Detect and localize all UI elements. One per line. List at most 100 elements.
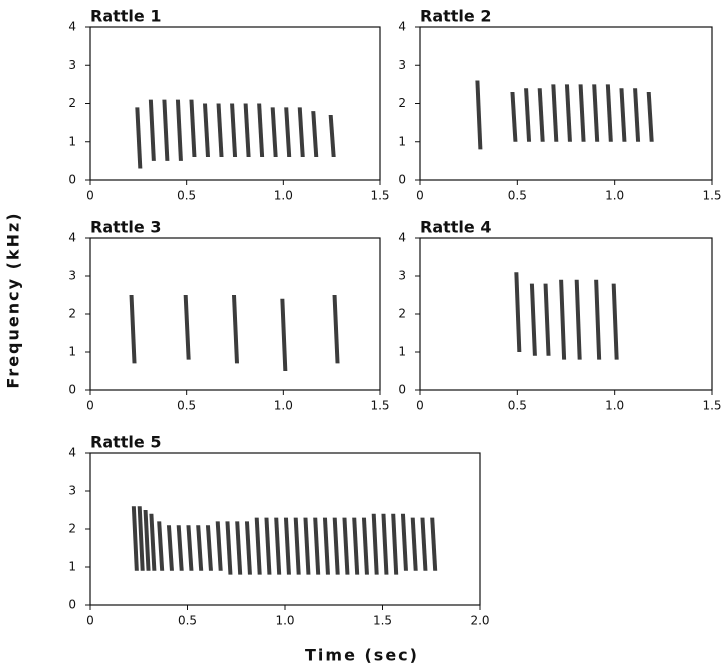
x-tick-label: 0 (416, 399, 424, 413)
x-tick-label: 0.5 (508, 189, 527, 203)
y-tick-label: 3 (68, 269, 76, 283)
x-tick-label: 0 (416, 189, 424, 203)
panel-title: Rattle 1 (90, 7, 161, 26)
syllable (420, 517, 428, 571)
y-tick-label: 1 (68, 560, 76, 574)
syllable (371, 513, 379, 575)
syllable (129, 295, 137, 364)
syllable (332, 295, 340, 364)
syllable (135, 107, 143, 169)
x-tick-label: 1.0 (274, 399, 293, 413)
y-tick-label: 4 (398, 20, 406, 34)
syllable (605, 84, 613, 142)
x-tick-label: 1.0 (605, 399, 624, 413)
y-tick-label: 0 (398, 173, 406, 187)
x-tick-label: 1.0 (605, 189, 624, 203)
x-tick-label: 2.0 (470, 614, 489, 628)
syllable (361, 517, 369, 575)
syllable (352, 517, 360, 575)
y-tick-label: 2 (68, 96, 76, 110)
y-tick-label: 4 (68, 231, 76, 245)
y-tick-label: 2 (398, 96, 406, 110)
syllable (619, 88, 627, 142)
x-tick-label: 0 (86, 399, 94, 413)
syllable (559, 279, 567, 360)
syllable (611, 283, 619, 360)
syllable (594, 279, 602, 360)
syllable (148, 99, 156, 161)
syllable (529, 283, 537, 356)
syllable (257, 103, 265, 158)
x-tick-label: 1.5 (370, 189, 389, 203)
syllable (183, 295, 191, 360)
panel-title: Rattle 4 (420, 218, 491, 237)
y-tick-label: 3 (398, 58, 406, 72)
y-tick-label: 4 (68, 446, 76, 460)
x-tick-label: 1.5 (373, 614, 392, 628)
syllable (162, 99, 170, 161)
syllable (633, 88, 641, 142)
syllable (143, 510, 151, 571)
syllable (230, 103, 238, 158)
x-tick-label: 1.0 (275, 614, 294, 628)
x-tick-label: 0.5 (178, 614, 197, 628)
syllable (303, 517, 311, 575)
syllable (514, 272, 522, 352)
plot-frame (419, 237, 713, 391)
y-tick-label: 0 (68, 173, 76, 187)
syllable (157, 521, 165, 571)
syllable (564, 84, 572, 142)
y-tick-label: 2 (398, 307, 406, 321)
syllable (475, 80, 483, 150)
y-tick-label: 0 (68, 598, 76, 612)
syllable (175, 99, 183, 161)
y-tick-label: 2 (68, 307, 76, 321)
syllable (311, 111, 319, 158)
x-tick-label: 1.0 (274, 189, 293, 203)
syllable (332, 517, 340, 575)
x-tick-label: 1.5 (702, 399, 721, 413)
syllable (244, 521, 252, 575)
syllable (203, 103, 210, 158)
syllable (274, 517, 282, 575)
y-tick-label: 4 (68, 20, 76, 34)
syllable (196, 525, 204, 571)
syllable (543, 283, 551, 356)
syllable (270, 107, 278, 158)
syllable (574, 279, 582, 360)
y-tick-label: 0 (68, 383, 76, 397)
panel-title: Rattle 3 (90, 218, 161, 237)
syllable (215, 521, 223, 571)
syllable (322, 517, 330, 575)
x-tick-label: 0 (86, 614, 94, 628)
panel-title: Rattle 5 (90, 433, 161, 452)
x-axis-label: Time (sec) (305, 646, 419, 665)
y-tick-label: 1 (398, 134, 406, 148)
x-tick-label: 1.5 (370, 399, 389, 413)
x-tick-label: 0.5 (177, 189, 196, 203)
y-axis-label: Frequency (kHz) (4, 211, 23, 388)
y-tick-label: 1 (68, 134, 76, 148)
syllable (216, 103, 224, 158)
panel-title: Rattle 2 (420, 7, 491, 26)
syllable (410, 517, 418, 571)
y-tick-label: 0 (398, 383, 406, 397)
syllable (551, 84, 559, 142)
syllable (342, 517, 350, 575)
syllable (578, 84, 586, 142)
syllable (524, 88, 532, 142)
x-tick-label: 0.5 (177, 399, 196, 413)
x-tick-label: 0.5 (508, 399, 527, 413)
syllable (264, 517, 272, 575)
syllable (400, 513, 408, 571)
syllable (592, 84, 600, 142)
syllable (176, 525, 184, 571)
syllable (137, 506, 145, 571)
syllable (283, 517, 291, 575)
syllable (430, 517, 438, 571)
syllable (328, 114, 336, 158)
syllable (646, 92, 654, 142)
syllable (284, 107, 292, 158)
y-tick-label: 3 (68, 484, 76, 498)
